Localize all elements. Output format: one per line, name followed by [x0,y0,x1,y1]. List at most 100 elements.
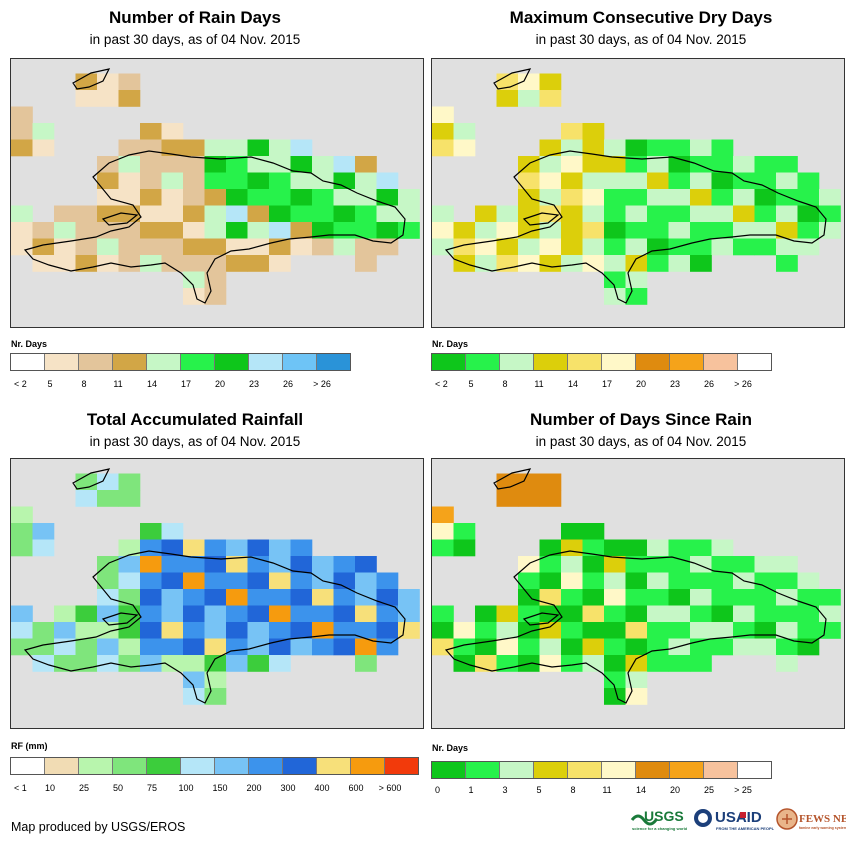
legend-swatch [181,758,215,774]
grid-cell [355,156,377,173]
grid-cell [75,238,98,256]
grid-cell [118,490,141,507]
grid-cell [754,605,777,623]
grid-cell [733,638,755,656]
legend-tick-label: 11 [534,379,544,389]
grid-cell [140,638,162,656]
grid-cell [290,238,313,256]
grid-cell [32,222,55,239]
grid-cell [711,556,734,573]
grid-cell [582,572,605,590]
grid-cell [647,638,669,656]
grid-cell [290,605,313,623]
grid-cell [97,473,119,491]
grid-cell [376,238,399,256]
grid-cell [453,523,476,540]
grid-cell [496,622,519,639]
grid-cell [690,255,712,272]
grid-cell [733,156,755,173]
grid-cell [269,255,291,272]
grid-cell [582,222,605,239]
legend-swatch [283,758,317,774]
grid-cell [668,655,691,672]
grid-cell [561,123,583,140]
grid-cell [733,605,755,623]
grid-cell [711,189,734,206]
grid-cell [290,638,313,656]
grid-cell [690,156,712,173]
grid-cell [496,205,519,223]
grid-cell [539,655,562,672]
legend-tick-label: > 25 [734,785,752,795]
grid-cell [54,622,76,639]
grid-cell [754,222,777,239]
legend-tick-label: 20 [669,785,681,795]
grid-cell [625,655,648,672]
grid-cell [625,255,648,272]
legend-tick-label: 26 [703,379,715,389]
legend-swatch [670,762,704,778]
grid-cell [561,255,583,272]
legend-tick-label: 14 [635,785,647,795]
grid-cell [183,222,205,239]
legend-tick-label: 10 [44,783,56,793]
grid-cell [496,222,519,239]
grid-cell [625,238,648,256]
grid-cell [604,589,626,606]
legend-tick-label: 23 [248,379,260,389]
grid-cell [625,205,648,223]
legend-tick-label: 600 [348,783,364,793]
grid-cell [75,605,98,623]
grid-cell [183,288,205,305]
grid-cell [582,139,605,157]
legend-tick-label: 17 [180,379,192,389]
grid-cell [161,638,184,656]
grid-cell [625,589,648,606]
grid-cell [140,222,162,239]
grid-cell [54,222,76,239]
grid-cell [226,222,248,239]
grid-cell [54,605,76,623]
grid-cell [432,506,454,524]
grid-cell [269,655,291,672]
grid-cell [376,622,399,639]
grid-cell [75,622,98,639]
grid-cell [690,655,712,672]
grid-cell [11,622,33,639]
legend-bar [431,353,772,371]
grid-cell [247,172,270,190]
svg-text:FROM THE AMERICAN PEOPLE: FROM THE AMERICAN PEOPLE [716,826,774,831]
usaid-logo: USAID FROM THE AMERICAN PEOPLE [692,806,777,837]
grid-cell [11,605,33,623]
grid-cell [312,205,334,223]
grid-cell [582,189,605,206]
grid-cell [161,172,184,190]
grid-cell [376,172,399,190]
grid-cell [140,622,162,639]
legend-swatch [500,354,534,370]
legend-tick-label: 5 [536,785,542,795]
legend-swatch [432,354,466,370]
grid-cell [604,189,626,206]
legend-swatch [317,354,350,370]
grid-cell [204,205,227,223]
agency-logos: USGS science for a changing world USAID … [630,806,854,837]
grid-cell [432,539,454,557]
grid-cell [355,655,377,672]
grid-cell [290,205,313,223]
grid-cell [11,222,33,239]
grid-cell [140,539,162,557]
grid-cell [539,539,562,557]
legend-swatch [11,354,45,370]
grid-cell [539,589,562,606]
grid-cell [625,622,648,639]
grid-cell [226,139,248,157]
grid-cell [582,622,605,639]
grid-cell [204,238,227,256]
grid-cell [625,172,648,190]
grid-cell [333,589,356,606]
grid-cell [140,572,162,590]
grid-cell [183,271,205,289]
grid-cell [118,589,141,606]
grid-cell [204,156,227,173]
